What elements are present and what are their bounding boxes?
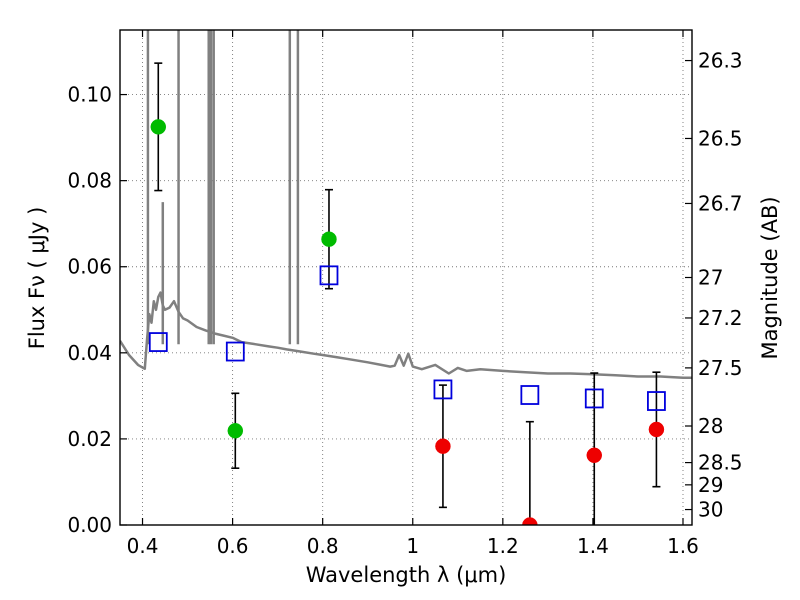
x-tick-label: 1.2 [487,534,519,558]
axis-ticks [120,30,692,526]
x-tick-label: 0.4 [127,534,159,558]
x-tick-label: 0.6 [217,534,249,558]
right-axis-tick-label: 26.5 [698,126,743,150]
y-axis-title: Flux Fν ( μJy ) [25,207,49,350]
x-tick-label: 1.6 [667,534,699,558]
model-square-marker [520,385,540,405]
right-axis-tick-label: 26.7 [698,191,743,215]
data-point-marker [586,447,603,464]
spectrum-continuum [120,291,692,380]
right-axis-tick-label: 29 [698,473,723,497]
x-axis-title: Wavelength λ (μm) [306,563,507,587]
right-axis-tick-label: 30 [698,498,723,522]
right-axis-tick-label: 28 [698,414,723,438]
data-point-marker [435,438,451,454]
data-point-marker [150,119,167,135]
data-point-marker [522,517,538,525]
right-axis-tick-label: 27.2 [698,306,743,330]
y-tick-label: 0.00 [67,513,112,537]
right-axis-title: Magnitude (AB) [758,196,782,359]
x-tick-label: 1 [406,534,419,558]
model-square-marker [319,265,339,286]
model-spectrum [120,30,692,380]
plot-background [120,30,692,525]
y-tick-label: 0.10 [67,83,112,107]
y-tick-label: 0.02 [67,427,112,451]
y-tick-label: 0.06 [67,255,112,279]
y-tick-label: 0.04 [67,341,112,365]
model-square-marker [148,332,168,352]
model-square-marker [584,388,604,409]
y-tick-label: 0.08 [67,169,112,193]
model-square-marker [433,379,453,400]
data-point-marker [321,231,337,247]
right-axis-tick-label: 27.5 [698,356,743,380]
tick-labels: 0.4 0.6 0.8 1 1.2 1.4 1.6 0.00 0.02 0.04 0.06 0.08 0… [67,49,742,558]
model-square-marker [647,391,666,411]
x-tick-label: 0.8 [307,534,339,558]
right-axis-tick-label: 27 [698,266,723,290]
data-points [148,62,666,525]
x-tick-label: 1.4 [577,534,609,558]
model-square-marker [225,341,245,362]
data-point-marker [227,422,244,439]
right-axis-tick-label: 28.5 [698,451,743,475]
right-axis-tick-label: 26.3 [698,49,743,73]
data-point-marker [648,421,665,438]
